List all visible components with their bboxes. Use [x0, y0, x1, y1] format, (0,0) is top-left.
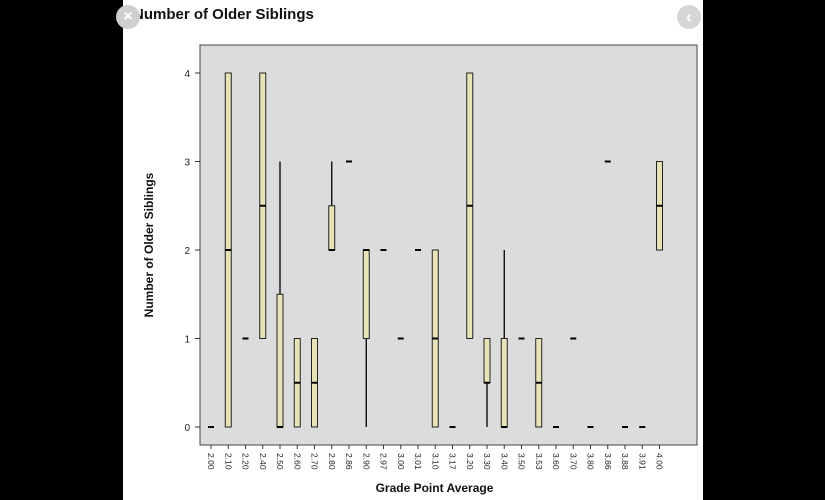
x-tick-label: 2.60: [292, 453, 302, 470]
x-tick-label: 2.90: [361, 453, 371, 470]
y-tick-label: 0: [184, 423, 190, 434]
x-axis-label: Grade Point Average: [376, 481, 494, 495]
box: [483, 338, 491, 384]
x-tick-label: 2.00: [206, 453, 216, 470]
x-tick-label: 2.20: [241, 453, 251, 470]
x-tick-label: 2.80: [327, 453, 337, 470]
x-tick-label: 3.10: [430, 453, 440, 470]
box: [328, 205, 336, 251]
x-tick-label: 3.88: [620, 453, 630, 470]
y-tick-label: 4: [184, 69, 190, 80]
box: [362, 249, 370, 339]
y-tick-label: 3: [184, 158, 190, 169]
chevron-left-icon[interactable]: ‹: [677, 5, 701, 29]
y-axis-label: Number of Older Siblings: [142, 172, 156, 317]
x-tick-label: 3.53: [534, 453, 544, 470]
x-tick-label: 2.70: [310, 453, 320, 470]
x-tick-label: 3.50: [517, 453, 527, 470]
y-tick-label: 1: [184, 335, 190, 346]
close-icon[interactable]: ×: [116, 5, 140, 29]
x-tick-label: 3.30: [482, 453, 492, 470]
x-tick-label: 3.60: [551, 453, 561, 470]
x-tick-label: 2.10: [223, 453, 233, 470]
x-tick-label: 2.40: [258, 453, 268, 470]
x-tick-label: 3.00: [396, 453, 406, 470]
x-tick-label: 2.86: [344, 453, 354, 470]
x-tick-label: 2.50: [275, 453, 285, 470]
box: [500, 338, 508, 428]
x-tick-label: 3.17: [448, 453, 458, 470]
plot-area: [199, 44, 698, 446]
x-tick-label: 3.70: [568, 453, 578, 470]
x-tick-label: 4.00: [655, 453, 665, 470]
chart-title: Number of Older Siblings: [133, 6, 314, 23]
x-tick-label: 3.80: [586, 453, 596, 470]
x-tick-label: 3.91: [637, 453, 647, 470]
x-tick-label: 2.97: [379, 453, 389, 470]
y-tick-label: 2: [184, 246, 190, 257]
x-tick-label: 3.20: [465, 453, 475, 470]
x-tick-label: 3.86: [603, 453, 613, 470]
box: [276, 293, 284, 428]
x-tick-label: 3.40: [499, 453, 509, 470]
x-tick-label: 3.01: [413, 453, 423, 470]
